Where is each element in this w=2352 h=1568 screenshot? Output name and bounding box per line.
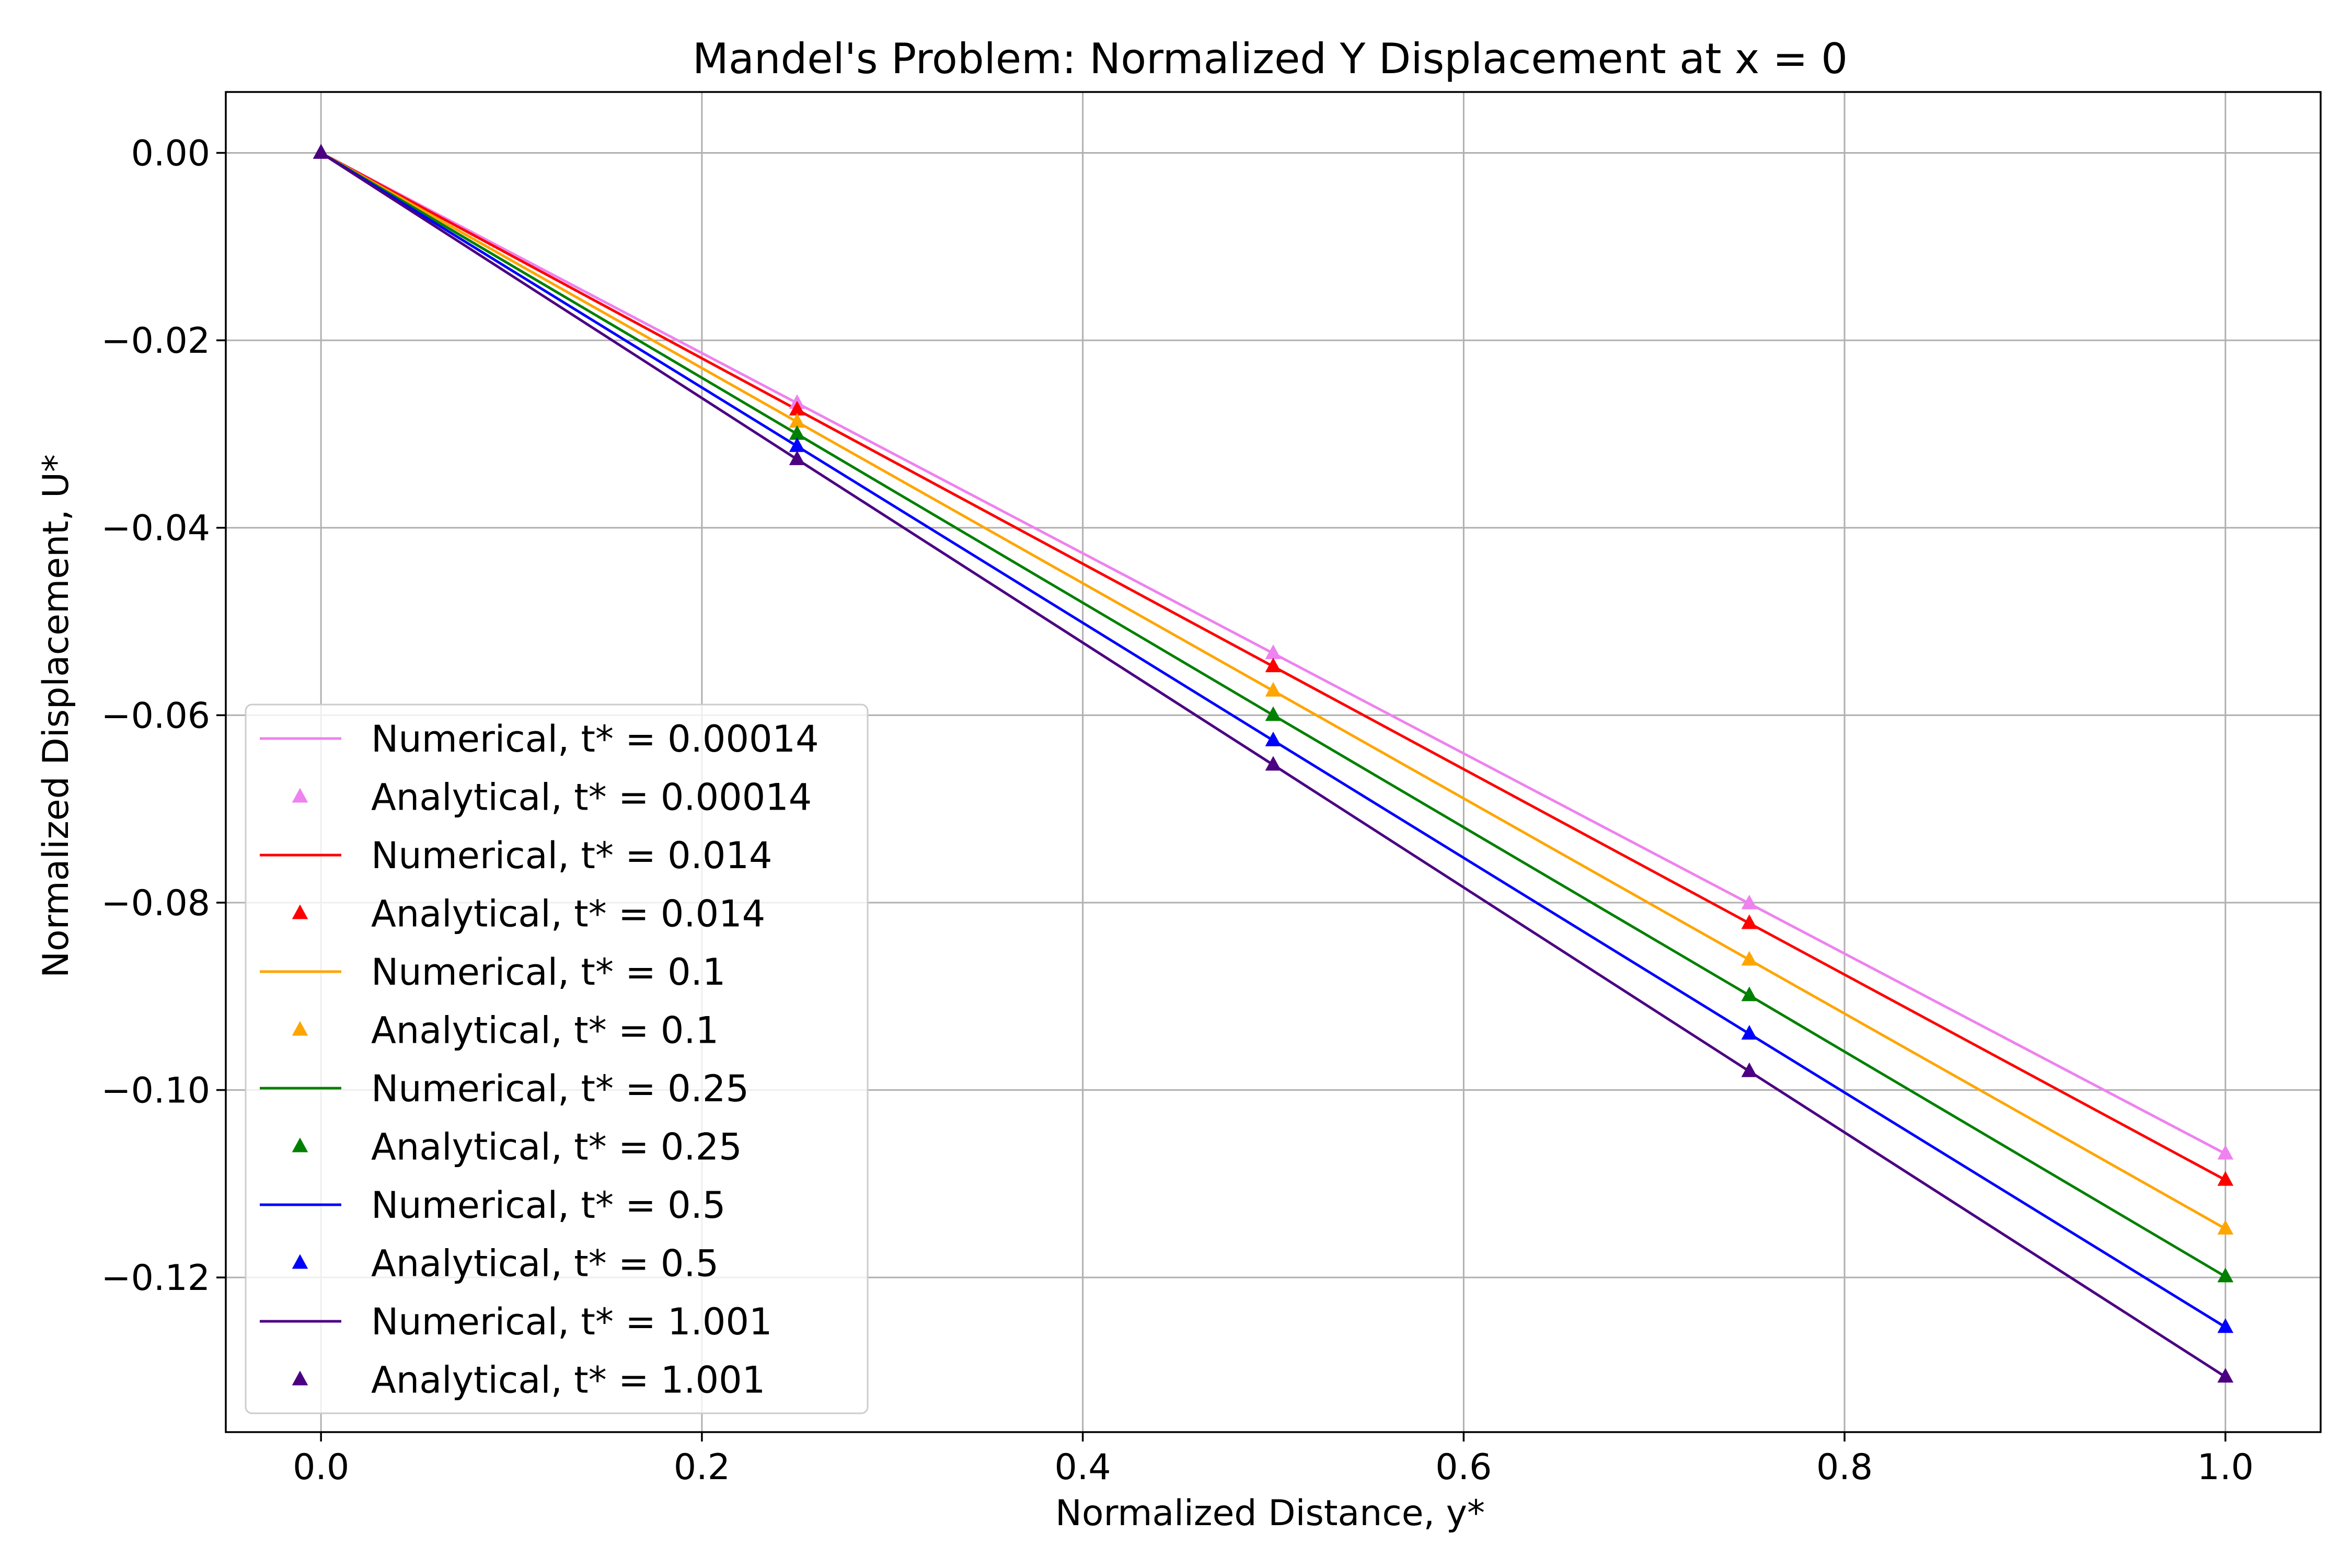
legend-label: Analytical, t* = 1.001 [371,1359,765,1402]
data-point-marker [2217,1145,2234,1160]
series-layer [313,144,2234,1383]
data-point-marker [1741,914,1758,929]
legend-label: Analytical, t* = 0.1 [371,1009,719,1052]
data-point-marker [789,425,805,440]
axis-ticks: 0.0 0.2 0.4 0.6 0.8 1.0 0.00 −0.02 −0.04 −0.06 −0.… [101,133,2254,1488]
legend-label: Numerical, t* = 0.25 [371,1067,749,1110]
chart-title: Mandel's Problem: Normalized Y Displacem… [693,34,1848,83]
data-point-marker [2217,1219,2234,1235]
x-tick-label: 0.6 [1435,1447,1492,1488]
legend-marker-swatch [292,1370,308,1386]
y-tick-label: −0.12 [101,1258,210,1299]
data-point-marker [2217,1368,2234,1383]
y-tick-label: −0.04 [101,508,210,549]
legend-label: Analytical, t* = 0.014 [371,893,765,936]
legend-marker-swatch [292,1254,308,1269]
y-tick-label: −0.08 [101,883,210,924]
data-point-marker [1265,682,1282,697]
data-point-marker [789,400,805,416]
legend-label: Analytical, t* = 0.25 [371,1126,742,1169]
data-point-marker [1265,644,1282,660]
x-axis-label: Normalized Distance, y* [1055,1493,1485,1534]
data-point-marker [1265,756,1282,771]
legend-label: Numerical, t* = 0.1 [371,951,725,994]
data-point-marker [1741,894,1758,909]
data-point-marker [2217,1318,2234,1333]
x-tick-label: 0.2 [674,1447,730,1488]
data-point-marker [789,413,805,428]
legend-label: Analytical, t* = 0.5 [371,1242,719,1285]
legend-marker-swatch [292,1137,308,1152]
data-point-marker [2217,1171,2234,1186]
data-point-marker [1265,658,1282,673]
legend-marker-swatch [292,1021,308,1036]
y-tick-label: 0.00 [131,133,210,175]
y-axis-label: Normalized Displacement, U* [36,454,77,978]
y-tick-label: −0.10 [101,1070,210,1112]
legend: Numerical, t* = 0.00014 Analytical, t* = … [245,704,869,1414]
legend-marker-swatch [292,904,308,919]
legend-label: Numerical, t* = 1.001 [371,1300,773,1343]
data-point-marker [1265,731,1282,746]
legend-box [245,704,869,1414]
data-point-marker [1741,1062,1758,1077]
data-point-marker [313,144,329,159]
data-point-marker [1265,706,1282,721]
x-tick-label: 0.8 [1816,1447,1873,1488]
data-point-marker [789,450,805,465]
data-point-marker [1741,951,1758,966]
y-tick-label: −0.06 [101,695,210,736]
data-point-marker [1741,1024,1758,1040]
data-point-marker [1741,986,1758,1001]
legend-label: Analytical, t* = 0.00014 [371,776,812,819]
legend-label: Numerical, t* = 0.00014 [371,718,819,760]
x-tick-label: 1.0 [2197,1447,2254,1488]
data-point-marker [789,437,805,452]
legend-label: Numerical, t* = 0.5 [371,1184,725,1227]
legend-label: Numerical, t* = 0.014 [371,834,773,877]
data-point-marker [2217,1267,2234,1283]
y-tick-label: −0.02 [101,320,210,362]
x-tick-label: 0.0 [293,1447,349,1488]
plot-area-frame [225,91,2322,1433]
legend-marker-swatch [292,788,308,803]
x-tick-label: 0.4 [1055,1447,1111,1488]
